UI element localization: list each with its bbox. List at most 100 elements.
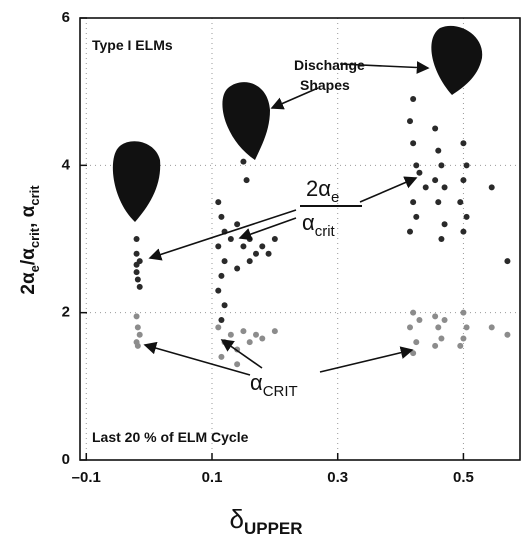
point xyxy=(407,324,413,331)
plot-frame xyxy=(79,17,521,461)
point xyxy=(438,162,445,169)
point xyxy=(271,328,278,335)
annotation-line: Dischange xyxy=(294,57,365,73)
point xyxy=(133,250,140,257)
point xyxy=(441,317,448,324)
point xyxy=(457,342,464,349)
point xyxy=(488,324,495,331)
point xyxy=(234,221,241,228)
arrow xyxy=(339,61,430,74)
point xyxy=(460,228,467,235)
point xyxy=(240,243,247,250)
point xyxy=(218,272,225,279)
point xyxy=(234,265,241,272)
point xyxy=(438,335,445,342)
point xyxy=(221,302,228,309)
arrow xyxy=(270,87,319,110)
point xyxy=(504,331,511,338)
shape-icon xyxy=(431,25,483,95)
point xyxy=(134,342,141,349)
point xyxy=(259,243,266,250)
point xyxy=(271,236,278,242)
point xyxy=(218,317,225,324)
text-part: e xyxy=(331,189,339,206)
point xyxy=(253,331,259,338)
text-part: /α xyxy=(18,248,39,265)
text-part: α xyxy=(250,370,263,395)
point xyxy=(463,324,470,331)
point xyxy=(227,236,234,242)
point xyxy=(133,236,140,242)
point xyxy=(410,309,417,316)
point xyxy=(416,169,423,176)
point xyxy=(463,213,470,220)
point xyxy=(460,335,467,342)
text-part: 2α xyxy=(18,272,39,295)
point xyxy=(435,324,442,331)
point xyxy=(463,162,470,169)
point xyxy=(460,177,467,184)
point xyxy=(215,287,222,294)
point xyxy=(435,199,442,206)
annotation: Type I ELMs xyxy=(92,37,173,53)
arrow xyxy=(238,217,297,241)
point xyxy=(253,250,259,257)
point xyxy=(413,213,420,220)
point xyxy=(416,317,423,324)
text-part: α xyxy=(302,210,315,235)
point xyxy=(265,250,272,257)
shape-icon xyxy=(112,141,161,222)
point xyxy=(134,276,141,283)
point xyxy=(413,339,420,346)
point xyxy=(240,158,247,165)
arrow xyxy=(319,346,414,373)
shape-icon xyxy=(222,82,270,160)
x-tick-label: 0.3 xyxy=(327,469,348,486)
point xyxy=(410,140,417,147)
point xyxy=(134,324,141,331)
x-tick-label: –0.1 xyxy=(72,469,101,486)
point xyxy=(407,118,413,125)
point xyxy=(221,258,228,265)
text-part: δ xyxy=(229,504,243,534)
point xyxy=(240,328,247,335)
y-tick-label: 2 xyxy=(62,304,70,321)
annotation: Last 20 % of ELM Cycle xyxy=(92,429,249,445)
y-tick-label: 0 xyxy=(62,451,70,468)
arrow xyxy=(148,209,297,261)
x-tick-label: 0.5 xyxy=(453,469,474,486)
arrow xyxy=(143,341,251,376)
point xyxy=(133,261,140,268)
point xyxy=(435,147,442,154)
points xyxy=(133,96,511,368)
point xyxy=(432,313,439,320)
point xyxy=(432,177,439,184)
point xyxy=(410,96,417,103)
point xyxy=(136,283,143,290)
point xyxy=(215,324,222,331)
point xyxy=(441,221,448,228)
point xyxy=(413,162,420,169)
point xyxy=(410,350,417,357)
point xyxy=(243,177,250,184)
point xyxy=(441,184,448,191)
y-tick-label: 4 xyxy=(62,156,71,173)
crit-label: αCRIT xyxy=(250,370,298,400)
point xyxy=(504,258,511,265)
point xyxy=(218,213,225,220)
point xyxy=(246,236,253,242)
text-part: e xyxy=(27,265,42,272)
point xyxy=(410,199,417,206)
y-tick-label: 6 xyxy=(62,9,70,26)
point xyxy=(234,361,241,368)
point xyxy=(215,199,222,206)
text-part: 2α xyxy=(306,176,331,201)
y-axis-label: 2αe/αcrit, αcrit xyxy=(18,185,42,295)
point xyxy=(133,313,140,320)
point xyxy=(246,258,253,265)
point xyxy=(246,339,253,346)
text-part: UPPER xyxy=(244,519,303,538)
point xyxy=(259,335,266,342)
point xyxy=(422,184,429,191)
point xyxy=(136,331,143,338)
